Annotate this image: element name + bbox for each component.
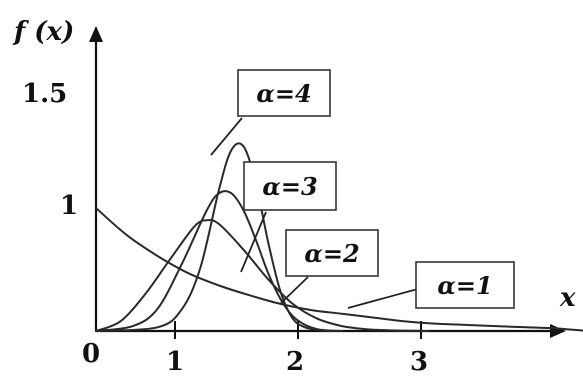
leader-line-alpha-4 bbox=[210, 117, 243, 156]
series-label-box-alpha-3 bbox=[243, 161, 337, 211]
series-line-alpha-4 bbox=[95, 142, 331, 332]
series-label-alpha-2: α=2 bbox=[285, 229, 379, 277]
leader-line-alpha-1 bbox=[347, 286, 426, 309]
leader-line-alpha-2 bbox=[280, 276, 309, 304]
y-axis-arrowhead bbox=[89, 26, 103, 42]
origin-label: 0 bbox=[82, 339, 100, 369]
y-tick-label-1: 1 bbox=[60, 191, 78, 221]
x-tick-label-3: 3 bbox=[410, 347, 428, 377]
x-tick-label-2: 2 bbox=[286, 347, 304, 377]
x-axis-arrowhead bbox=[550, 324, 566, 338]
series-label-text-alpha-3: α=3 bbox=[262, 172, 317, 201]
leader-line-alpha-3 bbox=[240, 211, 267, 273]
series-line-alpha-2 bbox=[95, 219, 430, 332]
series-label-text-alpha-2: α=2 bbox=[304, 239, 359, 268]
series-label-text-alpha-4: α=4 bbox=[256, 79, 311, 108]
series-label-box-alpha-2 bbox=[285, 229, 379, 277]
series-line-alpha-3 bbox=[95, 190, 343, 332]
series-label-alpha-3: α=3 bbox=[243, 161, 337, 211]
series-label-text-alpha-1: α=1 bbox=[437, 271, 492, 300]
series-label-alpha-4: α=4 bbox=[237, 69, 331, 117]
curves-group bbox=[95, 142, 583, 332]
series-label-box-alpha-1 bbox=[415, 261, 515, 309]
x-tick-label-1: 1 bbox=[166, 347, 184, 377]
y-tick-label-1-5: 1.5 bbox=[22, 79, 67, 109]
x-axis-label: x bbox=[559, 283, 576, 313]
y-axis-label: f (x) bbox=[12, 17, 74, 47]
series-label-alpha-1: α=1 bbox=[415, 261, 515, 309]
series-label-box-alpha-4 bbox=[237, 69, 331, 117]
